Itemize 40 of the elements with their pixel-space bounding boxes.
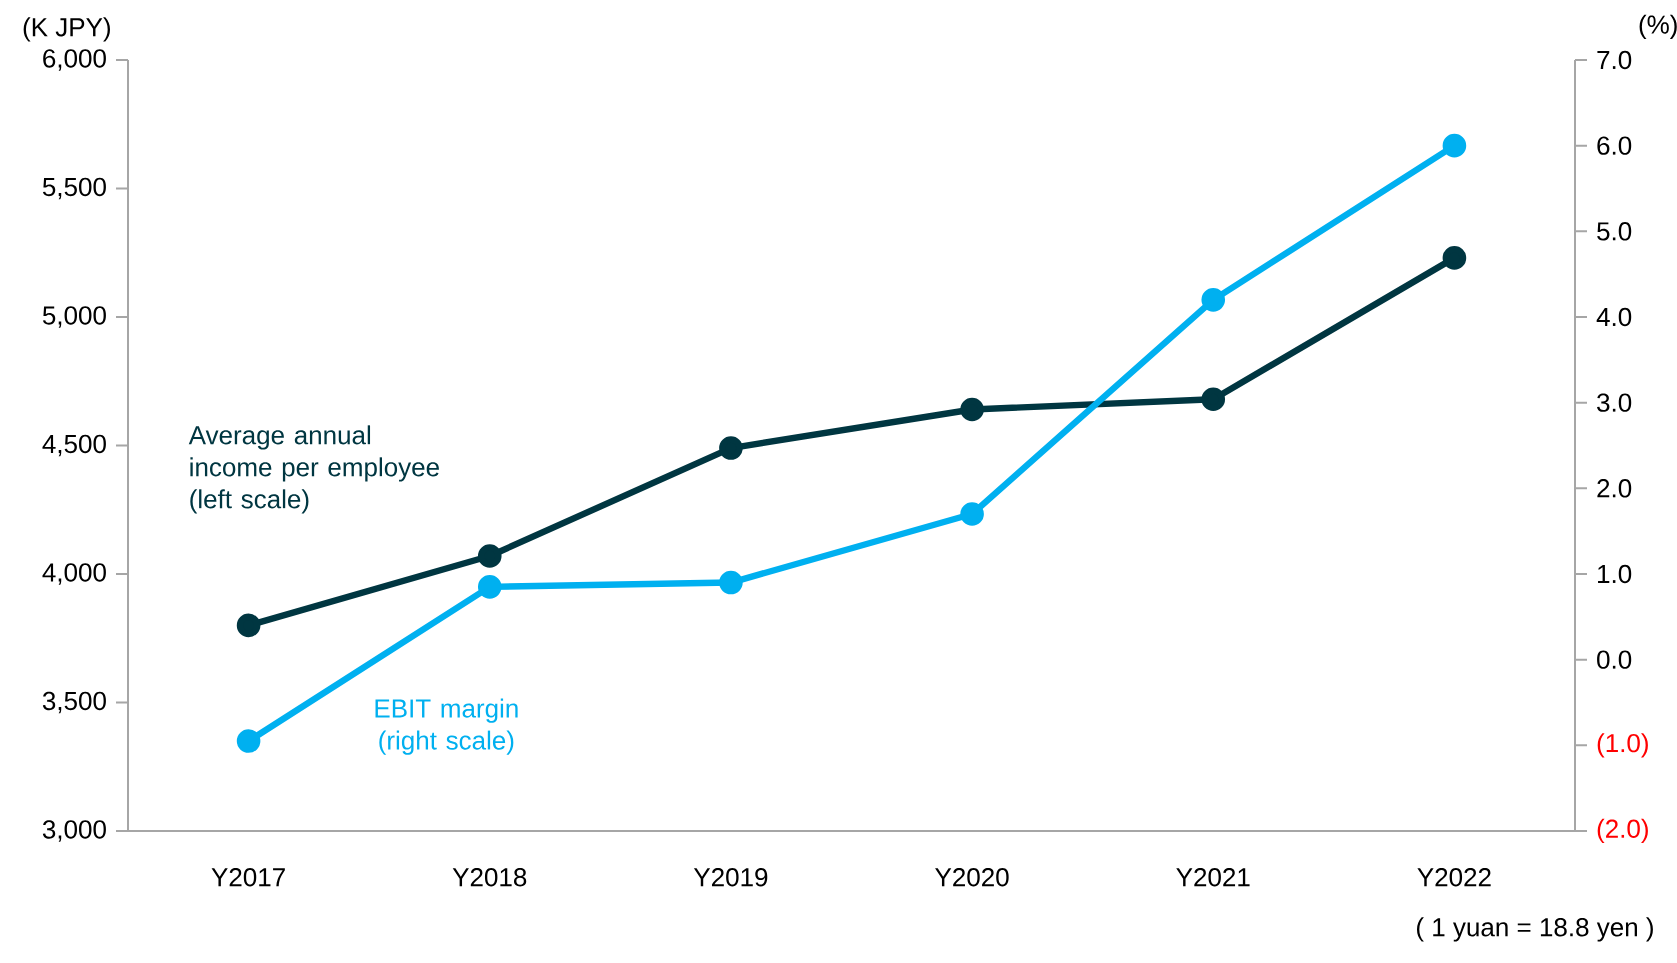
- y2-tick-label: (1.0): [1597, 733, 1648, 758]
- y2-tick-label: 1.0: [1598, 564, 1632, 584]
- point: [477, 575, 502, 599]
- y-tick-label: 5,500: [42, 177, 106, 200]
- y-tick-label: 3,500: [42, 691, 106, 714]
- y2-tick-label: 2.0: [1597, 479, 1632, 498]
- y-axis-title: (K JPY): [23, 17, 110, 42]
- y2-tick-label: 6.0: [1597, 136, 1632, 155]
- point: [960, 397, 984, 422]
- y2-tick-label: (2.0): [1597, 818, 1648, 844]
- x-tick-label: Y2019: [693, 868, 768, 887]
- text: ( 1 yuan = 18.8 yen ): [1416, 917, 1653, 942]
- point: [236, 729, 261, 753]
- point: [477, 544, 502, 568]
- point: [1442, 246, 1467, 270]
- y-tick-label: 4,000: [42, 563, 106, 585]
- point: [1442, 133, 1467, 158]
- x-tick-label: Y2022: [1417, 868, 1491, 887]
- y2-tick-label: 4.0: [1596, 307, 1632, 327]
- y-tick-label: 3,000: [42, 820, 106, 842]
- point: [1201, 288, 1226, 312]
- y-tick-label: 6,000: [43, 49, 106, 71]
- text: Average annual income per employee (left scale): [188, 425, 439, 514]
- x-tick-label: Y2020: [935, 868, 1009, 887]
- y-tick-label: 4,500: [42, 434, 106, 457]
- x-tick-label: Y2018: [452, 868, 527, 887]
- point: [960, 502, 984, 526]
- y-tick-label: 5,000: [42, 306, 106, 328]
- point: [719, 570, 743, 595]
- y2-tick-label: 7.0: [1597, 50, 1632, 70]
- x-tick-label: Y2017: [211, 868, 285, 887]
- series-label: EBIT margin (right scale): [375, 698, 518, 755]
- point: [719, 436, 743, 460]
- point: [236, 613, 261, 638]
- y2-tick-label: 0.0: [1597, 650, 1632, 669]
- x-tick-label: Y2021: [1176, 868, 1250, 887]
- y2-tick-label: 3.0: [1597, 393, 1632, 412]
- y2-tick-label: 5.0: [1597, 222, 1632, 241]
- point: [1201, 387, 1226, 412]
- y2-axis-title: (%): [1639, 14, 1677, 39]
